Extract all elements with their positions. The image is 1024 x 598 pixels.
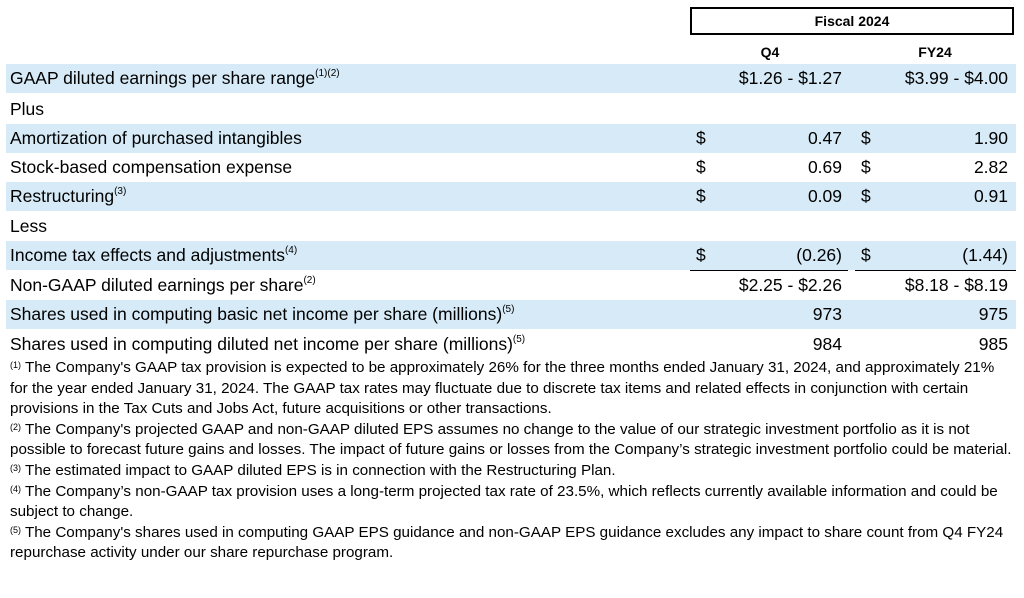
table-row: Less <box>6 212 1016 241</box>
value-q4: (0.26) <box>796 245 842 265</box>
row-label: Plus <box>10 95 44 124</box>
row-label-text: Less <box>10 216 47 236</box>
footnote-mark: (1) <box>10 360 21 370</box>
row-label-text: Amortization of purchased intangibles <box>10 128 302 148</box>
footnote: (1) The Company's GAAP tax provision is … <box>10 358 1016 420</box>
footnote-mark: (2) <box>10 421 21 432</box>
footnote: (3) The estimated impact to GAAP diluted… <box>10 461 1016 482</box>
column-header-fy24: FY24 <box>918 44 952 60</box>
row-label-text: Shares used in computing basic net incom… <box>10 304 503 324</box>
row-label: Less <box>10 212 47 241</box>
row-label: Income tax effects and adjustments(4) <box>10 241 297 270</box>
table-row: Shares used in computing basic net incom… <box>6 300 1016 329</box>
dollar-sign-q4: $ <box>696 128 706 148</box>
value-q4: $1.26 - $1.27 <box>738 68 842 88</box>
dollar-sign-q4: $ <box>696 157 706 177</box>
table-row: Income tax effects and adjustments(4) $ (0… <box>6 241 1016 270</box>
dollar-sign-fy24: $ <box>861 157 871 177</box>
table-row: Amortization of purchased intangibles $0.… <box>6 124 1016 153</box>
subtotal-rule-q4 <box>690 270 848 271</box>
row-label: Restructuring(3) <box>10 182 126 211</box>
row-label-text: GAAP diluted earnings per share range <box>10 68 316 88</box>
dollar-sign-fy24: $ <box>861 245 871 265</box>
dollar-sign-q4: $ <box>696 245 706 265</box>
column-header-q4: Q4 <box>760 44 780 60</box>
footnote-mark: (5) <box>10 524 21 535</box>
footnote-text: The estimated impact to GAAP diluted EPS… <box>21 461 616 479</box>
fiscal-2024-header: Fiscal 2024 <box>690 7 1014 35</box>
row-label-text: Non-GAAP diluted earnings per share <box>10 275 304 295</box>
dollar-sign-fy24: $ <box>861 128 871 148</box>
footnote-text: The Company's shares used in computing G… <box>10 523 1004 562</box>
table-row: Plus <box>6 95 1016 124</box>
row-label: Non-GAAP diluted earnings per share(2) <box>10 271 316 300</box>
row-label: Amortization of purchased intangibles <box>10 124 302 153</box>
subtotal-rule-fy24 <box>855 270 1016 271</box>
value-q4: 0.69 <box>807 157 842 177</box>
value-fy24: 2.82 <box>973 157 1008 177</box>
dollar-sign-q4: $ <box>696 186 706 206</box>
row-label: Shares used in computing diluted net inc… <box>10 330 525 359</box>
footnote-ref: (5) <box>512 334 526 345</box>
footnote-ref: (2) <box>303 275 316 286</box>
footnote: (5) The Company's shares used in computi… <box>10 523 1016 564</box>
footnote-mark: (4) <box>10 483 21 494</box>
table-row: Non-GAAP diluted earnings per share(2) $2… <box>6 271 1016 300</box>
footnotes: (1) The Company's GAAP tax provision is … <box>10 358 1016 564</box>
table-row: Shares used in computing diluted net inc… <box>6 330 1016 359</box>
footnote-ref: (1)(2) <box>315 68 340 79</box>
row-label-text: Restructuring <box>10 186 115 206</box>
footnote-text: The Company's GAAP tax provision is expe… <box>10 359 995 418</box>
table-row: Restructuring(3) $0.09 $0.91 <box>6 182 1016 211</box>
table-row: GAAP diluted earnings per share range(1)… <box>6 64 1016 93</box>
row-label-text: Stock-based compensation expense <box>10 157 293 177</box>
value-q4: 973 <box>812 304 842 324</box>
dollar-sign-fy24: $ <box>861 186 871 206</box>
row-label-text: Shares used in computing diluted net inc… <box>10 334 513 354</box>
value-q4: 984 <box>812 334 842 354</box>
footnote-mark: (3) <box>10 462 21 473</box>
value-fy24: 0.91 <box>973 186 1008 206</box>
value-fy24: 985 <box>978 334 1008 354</box>
row-label-text: Income tax effects and adjustments <box>10 245 285 265</box>
row-label: GAAP diluted earnings per share range(1)… <box>10 64 340 93</box>
footnote-text: The Company’s non-GAAP tax provision use… <box>10 482 998 521</box>
value-fy24: $8.18 - $8.19 <box>904 275 1008 295</box>
row-label: Shares used in computing basic net incom… <box>10 300 514 329</box>
footnote-ref: (4) <box>284 245 298 256</box>
value-q4: 0.47 <box>807 128 842 148</box>
table-row: Stock-based compensation expense $0.69 $2.… <box>6 153 1016 182</box>
value-fy24: $3.99 - $4.00 <box>904 68 1008 88</box>
value-fy24: 1.90 <box>973 128 1008 148</box>
value-fy24: 975 <box>978 304 1008 324</box>
row-label: Stock-based compensation expense <box>10 153 292 182</box>
footnote: (4) The Company’s non-GAAP tax provision… <box>10 482 1016 523</box>
value-q4: $2.25 - $2.26 <box>738 275 842 295</box>
value-q4: 0.09 <box>807 186 842 206</box>
value-fy24: (1.44) <box>962 245 1008 265</box>
footnote: (2) The Company's projected GAAP and non… <box>10 420 1016 461</box>
footnote-text: The Company's projected GAAP and non-GAA… <box>10 420 1012 459</box>
footnote-ref: (3) <box>114 186 127 197</box>
footnote-ref: (5) <box>502 304 515 315</box>
row-label-text: Plus <box>10 99 45 119</box>
